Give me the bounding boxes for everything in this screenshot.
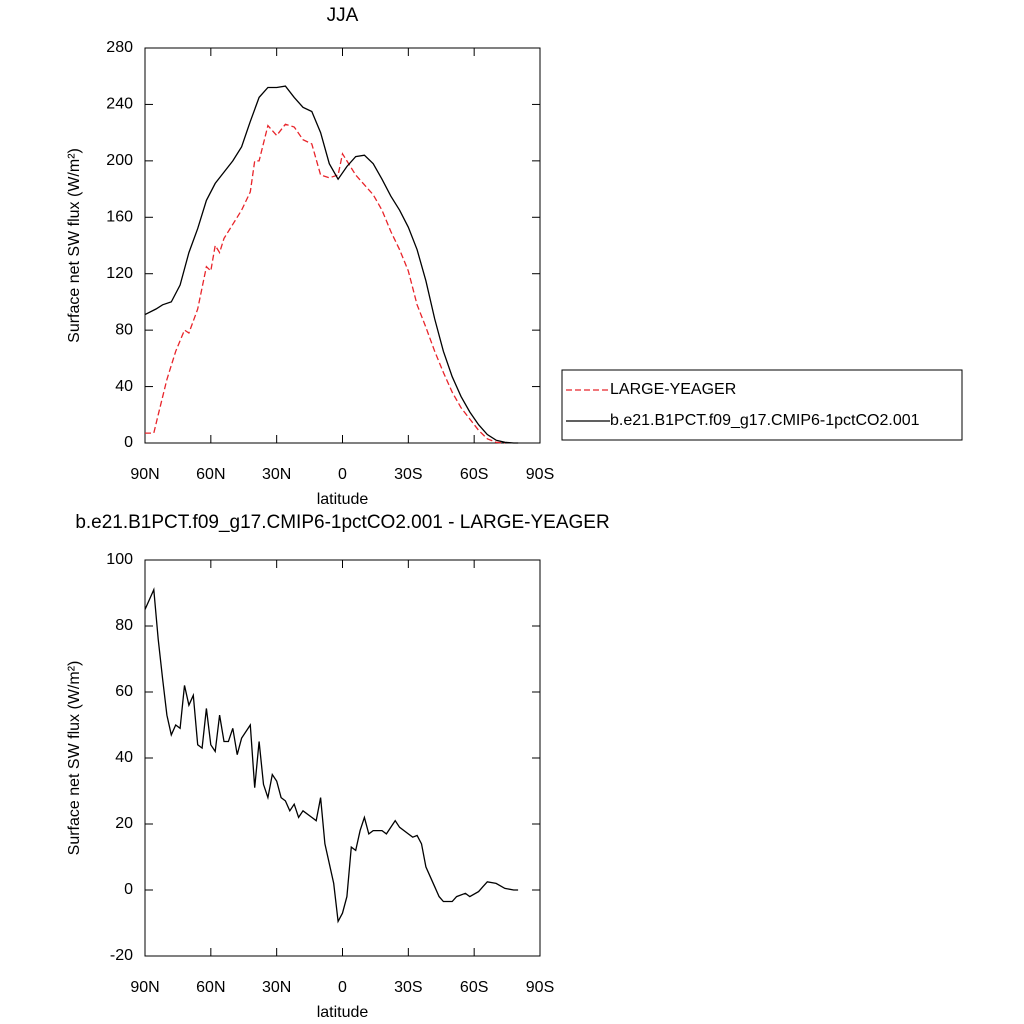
data-line [145,123,505,444]
y-tick-label: 160 [106,209,133,226]
x-axis-label: latitude [317,1004,369,1021]
legend-label: LARGE-YEAGER [610,381,736,398]
x-tick-label: 60N [196,979,225,996]
plot-frame [144,47,541,444]
y-tick-label: 80 [115,321,133,338]
x-tick-label: 90S [526,979,554,996]
y-tick-label: 60 [115,683,133,700]
data-line [144,85,519,444]
y-tick-label: 100 [106,551,133,568]
plot-frame [144,559,541,957]
x-tick-label: 30S [394,979,422,996]
x-tick-label: 60N [196,466,225,483]
x-tick-label: 30N [262,979,291,996]
legend-label: b.e21.B1PCT.f09_g17.CMIP6-1pctCO2.001 [610,412,920,429]
x-axis-label: latitude [317,491,369,508]
chart-title: b.e21.B1PCT.f09_g17.CMIP6-1pctCO2.001 - … [75,512,609,533]
y-axis-label: Surface net SW flux (W/m²) [66,148,83,343]
y-tick-label: 20 [115,815,133,832]
x-tick-label: 0 [338,466,347,483]
y-tick-label: 40 [115,378,133,395]
data-line [144,587,519,924]
x-tick-label: 60S [460,979,488,996]
x-tick-label: 0 [338,979,347,996]
y-tick-label: 280 [106,39,133,56]
x-tick-label: 90N [130,466,159,483]
y-tick-label: -20 [110,947,133,964]
x-tick-label: 90N [130,979,159,996]
y-tick-label: 240 [106,96,133,113]
y-tick-label: 0 [124,881,133,898]
x-tick-label: 60S [460,466,488,483]
y-tick-label: 0 [124,434,133,451]
y-tick-label: 200 [106,152,133,169]
x-tick-label: 30N [262,466,291,483]
chart-title: JJA [327,5,359,26]
y-tick-label: 120 [106,265,133,282]
x-tick-label: 30S [394,466,422,483]
x-tick-label: 90S [526,466,554,483]
y-tick-label: 80 [115,617,133,634]
y-tick-label: 40 [115,749,133,766]
y-axis-label: Surface net SW flux (W/m²) [66,661,83,856]
legend-box [561,369,963,441]
